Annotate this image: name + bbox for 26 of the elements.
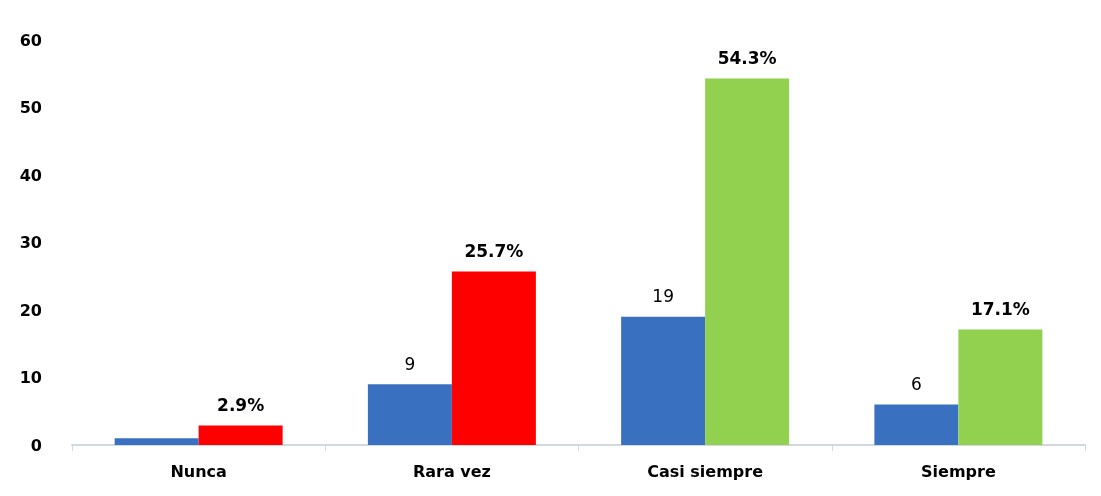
data-label: 6 [910,374,922,394]
data-label: 9 [404,353,416,374]
bar [705,78,790,445]
x-tick-label: Rara vez [412,461,491,481]
data-label: 25.7% [464,241,524,262]
bar [874,404,959,445]
y-tick-label: 30 [19,233,42,252]
y-tick-label: 20 [19,300,42,320]
data-label: 19 [652,286,674,307]
x-tick-label: Siempre [921,461,996,481]
y-tick-label: 40 [19,165,42,185]
bar [367,384,452,445]
y-tick-label: 50 [19,98,42,117]
y-tick-label: 0 [30,435,42,455]
x-tick-label: Casi siempre [647,461,764,481]
y-tick-label: 60 [19,30,42,50]
data-label: 17.1% [970,299,1030,320]
bar [451,271,536,445]
bar [958,329,1043,445]
y-tick-label: 10 [19,368,42,387]
data-label: 2.9% [217,394,265,415]
x-tick-label: Nunca [170,461,227,481]
data-label: 54.3% [717,47,777,68]
bar [114,438,199,445]
bar [621,316,706,445]
bar [198,425,283,445]
